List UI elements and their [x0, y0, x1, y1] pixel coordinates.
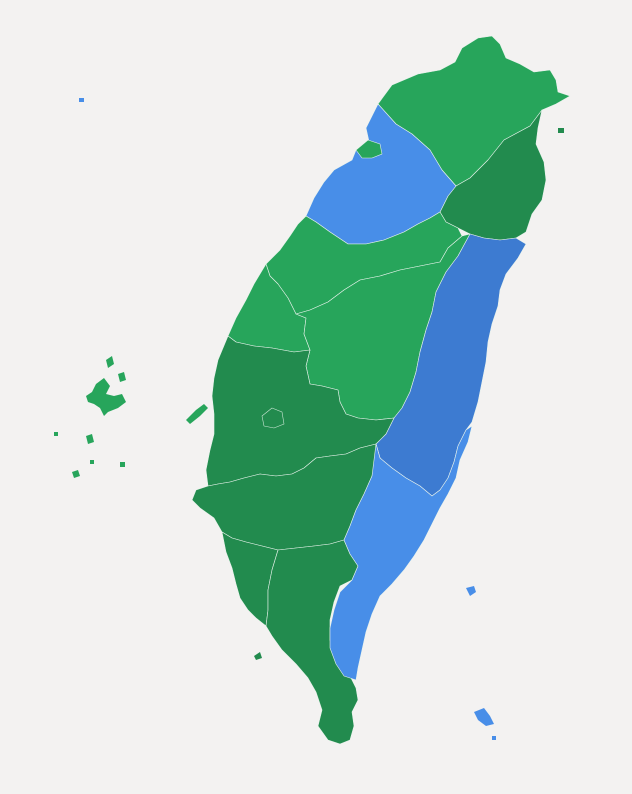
island-penghu-tiny-a[interactable]	[54, 432, 58, 436]
island-guishan[interactable]	[558, 128, 564, 133]
island-penghu-tiny-b[interactable]	[120, 462, 125, 467]
region-changhua-small[interactable]	[261, 407, 285, 429]
island-northwest-speck[interactable]	[79, 98, 84, 102]
island-penghu-main[interactable]	[86, 378, 126, 416]
island-penghu-mid[interactable]	[118, 372, 126, 382]
region-taitung[interactable]	[329, 425, 473, 681]
region-hsinchu-city[interactable]	[355, 139, 383, 159]
island-orchid-speck[interactable]	[492, 736, 496, 740]
island-green-island[interactable]	[466, 586, 476, 596]
island-penghu-west[interactable]	[86, 434, 94, 444]
island-west-coast-sliver[interactable]	[186, 404, 208, 424]
island-penghu-tiny-c[interactable]	[90, 460, 94, 464]
island-penghu-north[interactable]	[106, 356, 114, 368]
island-orchid-island[interactable]	[474, 708, 494, 726]
island-liuqiu[interactable]	[254, 652, 262, 660]
island-penghu-south[interactable]	[72, 470, 80, 478]
